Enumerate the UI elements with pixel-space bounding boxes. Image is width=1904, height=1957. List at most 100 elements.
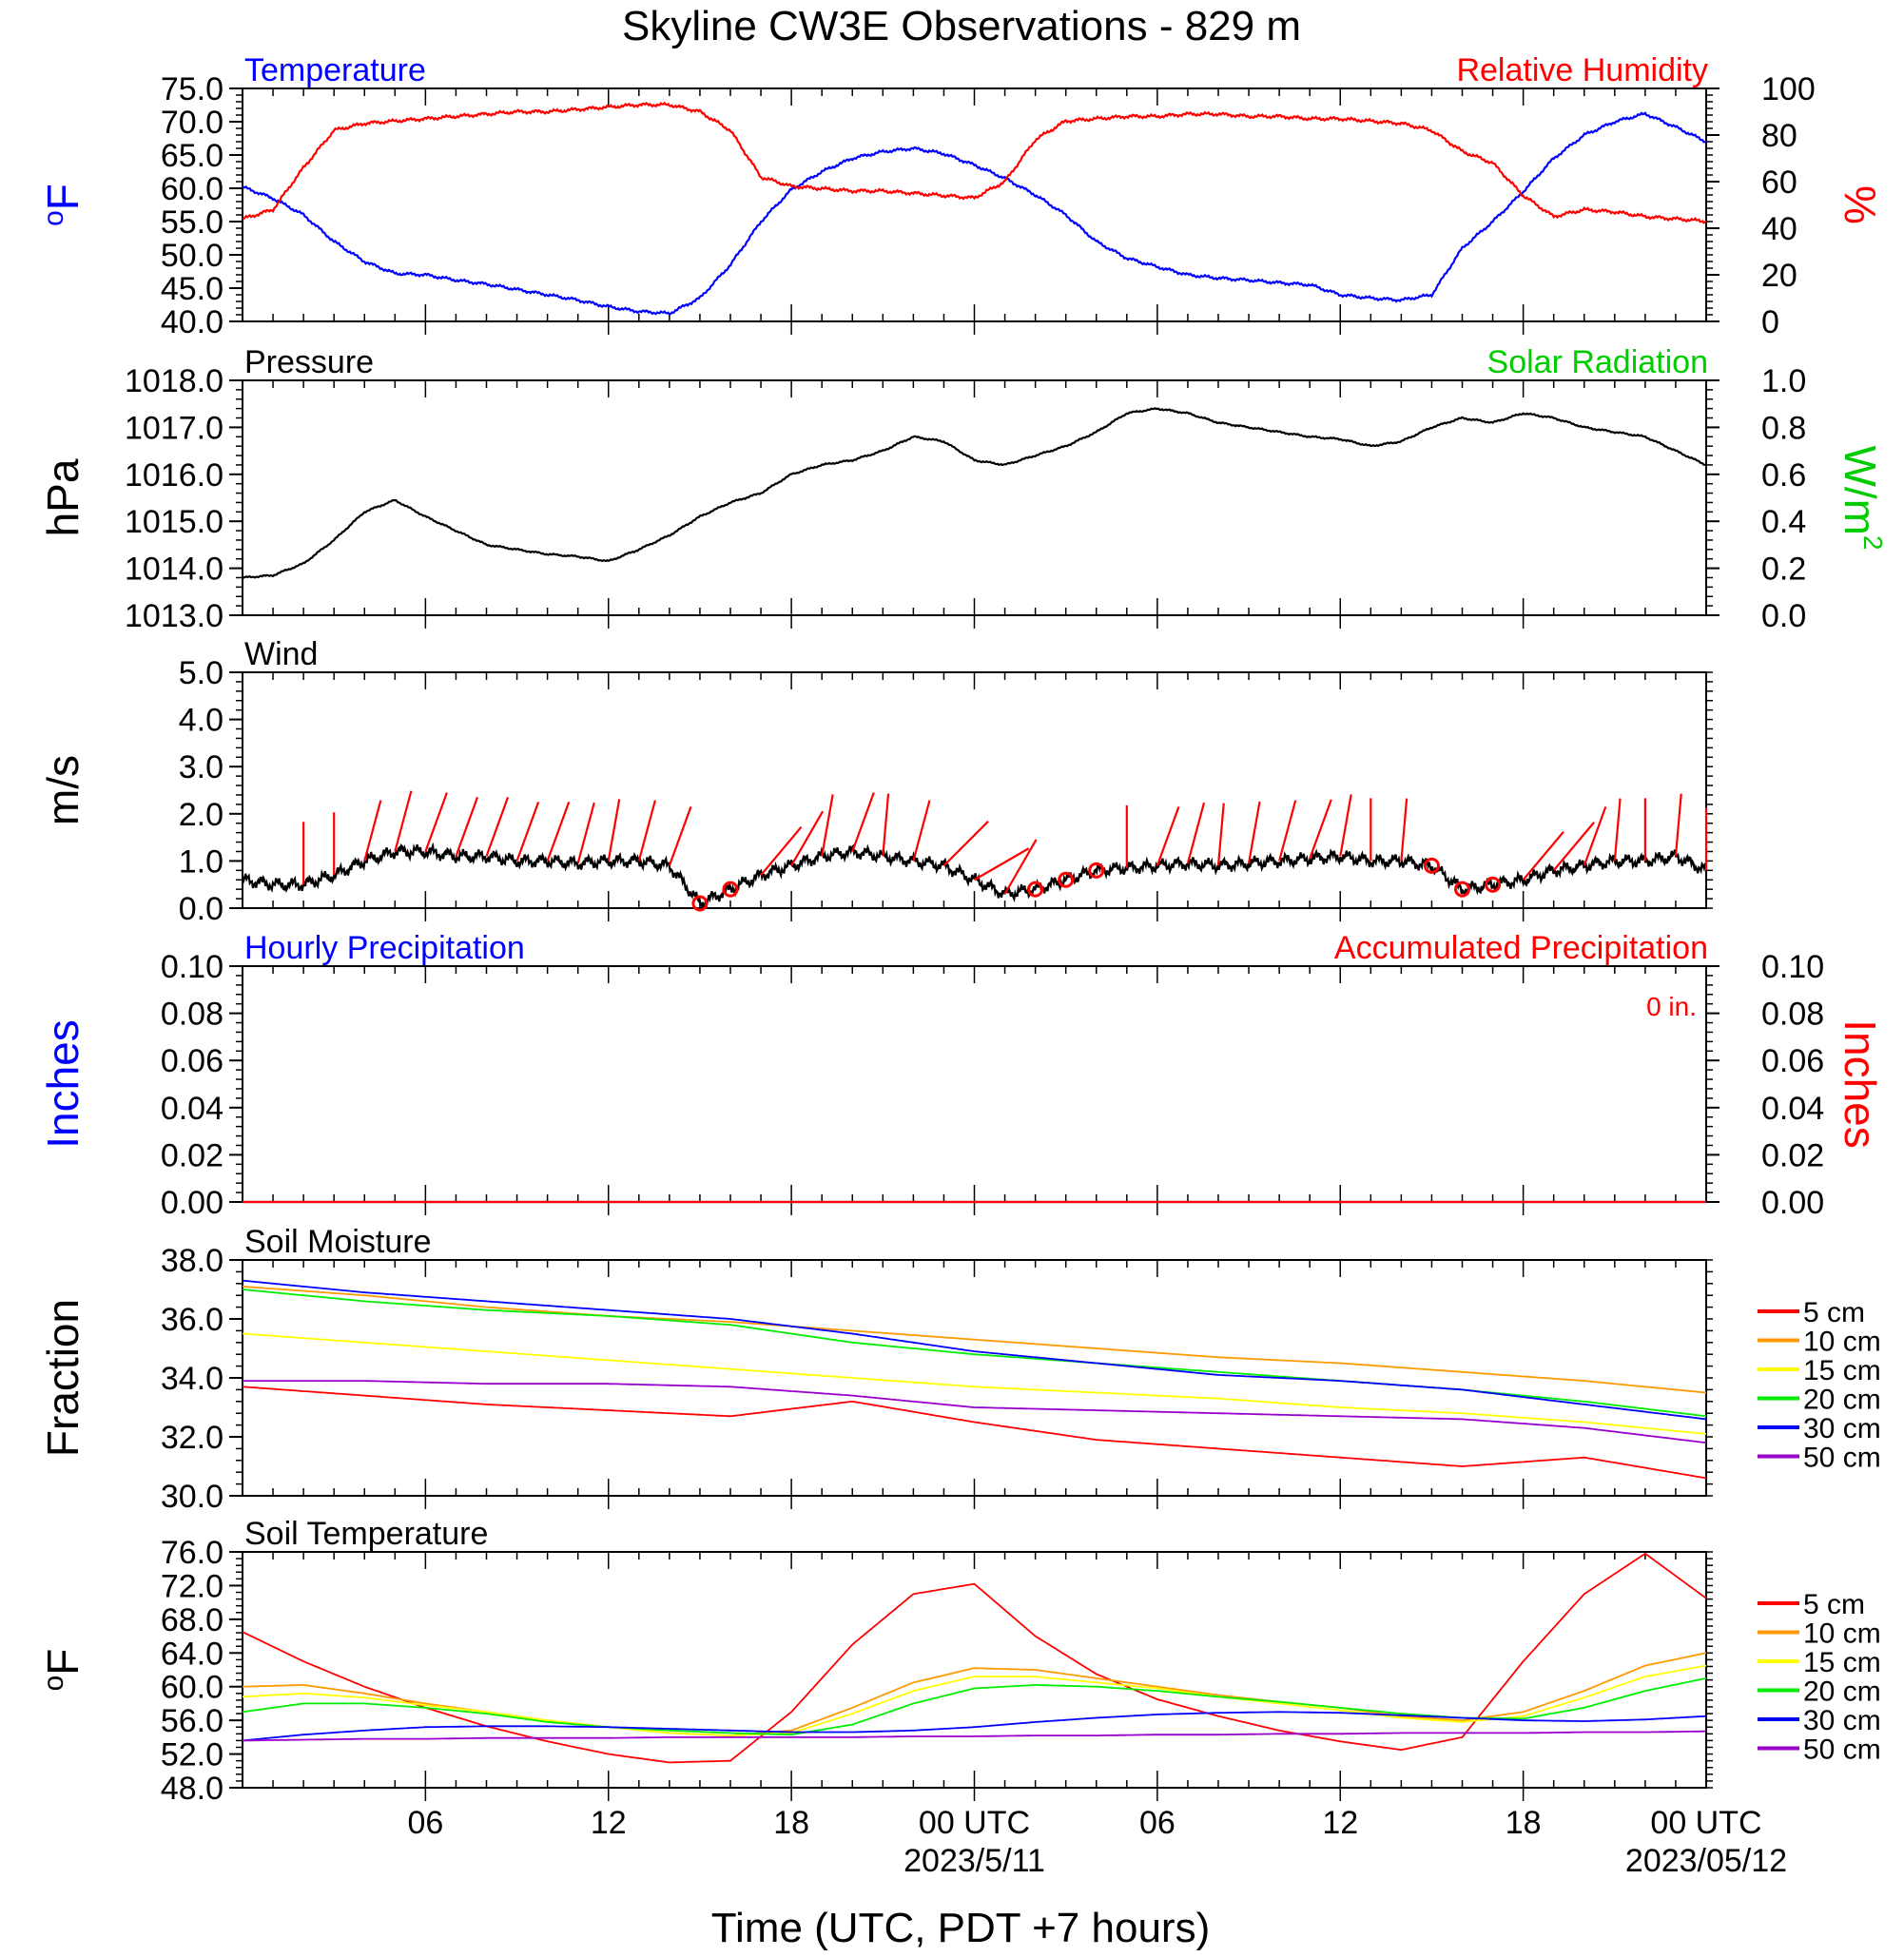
y-tick-label: 0.10 <box>161 949 223 985</box>
y-tick-label: 68.0 <box>161 1602 223 1638</box>
y-right-tick-label: 0 <box>1761 304 1779 340</box>
panel-title-left: Pressure <box>244 344 374 380</box>
y-tick-label: 4.0 <box>179 703 223 739</box>
y-tick-label: 0.04 <box>161 1091 223 1127</box>
calm-wind-marker <box>1058 871 1075 888</box>
series-line-15-cm <box>242 1332 1707 1435</box>
y-tick-label: 50.0 <box>161 238 223 274</box>
panel-soil-temperature: 76.072.068.064.060.056.052.048.0 Soil Tem… <box>38 1516 1881 1879</box>
wind-barb <box>1583 805 1607 866</box>
series-group <box>242 407 1707 579</box>
calm-wind-marker <box>1088 862 1105 879</box>
y-axis-label: hPa <box>38 458 87 536</box>
wind-barb <box>546 802 571 862</box>
panel-title-left: Wind <box>244 636 318 672</box>
wind-barb <box>1552 822 1595 872</box>
series-line-pressure <box>242 407 1707 579</box>
y-right-tick-label: 0.4 <box>1761 504 1806 540</box>
calm-wind-marker <box>1454 881 1470 898</box>
series-group <box>242 101 1707 316</box>
x-tick-label: 18 <box>773 1805 809 1841</box>
y-tick-label: 38.0 <box>161 1243 223 1279</box>
y-tick-label: 36.0 <box>161 1302 223 1338</box>
y-tick-label: 32.0 <box>161 1420 223 1456</box>
panel-title-left: Soil Temperature <box>244 1516 488 1552</box>
y-right-tick-label: 0.00 <box>1761 1185 1824 1221</box>
wind-barb <box>942 820 989 867</box>
calm-wind-marker <box>1485 876 1502 893</box>
y-tick-label: 70.0 <box>161 105 223 141</box>
y-tick-label: 75.0 <box>161 71 223 107</box>
plot-frame <box>242 1259 1707 1497</box>
y-right-tick-label: 20 <box>1761 258 1797 294</box>
legend-label: 5 cm <box>1803 1297 1865 1328</box>
y-tick-label: 55.0 <box>161 204 223 241</box>
plot-frame <box>242 1551 1707 1789</box>
y-tick-label: 76.0 <box>161 1535 223 1571</box>
y-tick-label: 64.0 <box>161 1636 223 1672</box>
wind-barb <box>912 800 931 862</box>
y-tick-label: 60.0 <box>161 171 223 207</box>
series-group <box>241 842 1708 911</box>
y-right-tick-label: 0.10 <box>1761 949 1824 985</box>
y-tick-label: 60.0 <box>161 1670 223 1706</box>
legend-label: 50 cm <box>1803 1443 1881 1474</box>
degree-f: F <box>38 1649 87 1676</box>
y-right-tick-label: 0.2 <box>1761 552 1806 588</box>
y-tick-label: 72.0 <box>161 1568 223 1604</box>
legend-label: 20 cm <box>1803 1385 1881 1416</box>
y-tick-label: 1018.0 <box>125 363 223 399</box>
panel-title-left: Temperature <box>244 52 426 88</box>
series-line-30-cm <box>242 1279 1707 1421</box>
y-right-tick-label: 0.08 <box>1761 997 1824 1033</box>
wind-barb <box>821 794 834 857</box>
y-tick-label: 0.00 <box>161 1185 223 1221</box>
x-tick-label: 00 UTC <box>1650 1805 1761 1841</box>
series-line-wind-speed <box>241 842 1708 911</box>
x-tick-label: 06 <box>407 1805 443 1841</box>
legend-label: 30 cm <box>1803 1413 1881 1444</box>
y-axis-label: Fraction <box>38 1299 87 1457</box>
wind-barb <box>882 793 890 857</box>
x-date-label: 2023/5/11 <box>903 1843 1045 1879</box>
y-tick-label: 3.0 <box>179 749 223 785</box>
series-line-50-cm <box>243 1730 1706 1742</box>
calm-wind-marker <box>691 895 709 912</box>
y-right-tick-label: 0.02 <box>1761 1137 1824 1173</box>
panel-soil-moisture: 38.0 36.0 34.0 32.0 30.0 Soil Moisture Fractio… <box>38 1224 1881 1515</box>
calm-wind-marker <box>1027 881 1044 898</box>
wind-barb <box>760 826 803 876</box>
y-right-tick-label: 1.0 <box>1761 363 1806 399</box>
y-tick-label: 0.0 <box>179 891 223 927</box>
panel-temperature-humidity: 75.070.065.060.055.050.045.040.0 100 80 60 4… <box>38 52 1885 340</box>
wind-barb <box>485 797 510 857</box>
y-tick-label: 0.08 <box>161 997 223 1033</box>
wind-barb <box>1400 798 1409 862</box>
panel-title-right: Relative Humidity <box>1456 52 1708 88</box>
y-right-tick-label: 0.0 <box>1761 598 1806 634</box>
y-right-tick-label: 0.06 <box>1761 1043 1824 1079</box>
wind-barb <box>851 792 875 852</box>
y-axis-label: oF <box>38 1649 87 1692</box>
series-line-10-cm <box>242 1286 1707 1394</box>
legend-label: 15 cm <box>1803 1355 1881 1386</box>
wind-barb <box>668 805 692 866</box>
wind-barb <box>607 799 621 862</box>
y-right-tick-label: 100 <box>1761 71 1816 107</box>
series-line-30-cm <box>242 1711 1707 1742</box>
panels: 75.070.065.060.055.050.045.040.010080604… <box>38 52 1888 1879</box>
series-line-50-cm <box>243 1380 1707 1444</box>
wind-barb <box>637 800 656 862</box>
y-axis-label: m/s <box>38 755 87 825</box>
series-line-5-cm <box>242 1552 1707 1764</box>
x-axis-label: Time (UTC, PDT +7 hours) <box>711 1905 1210 1951</box>
x-tick-label: 06 <box>1139 1805 1175 1841</box>
panel-title-right: Solar Radiation <box>1487 344 1708 380</box>
series-line-5-cm <box>242 1385 1707 1480</box>
y-tick-label: 2.0 <box>179 797 223 833</box>
wind-barb <box>1278 800 1297 862</box>
plot-frame <box>242 87 1707 322</box>
y-tick-label: 0.02 <box>161 1137 223 1173</box>
